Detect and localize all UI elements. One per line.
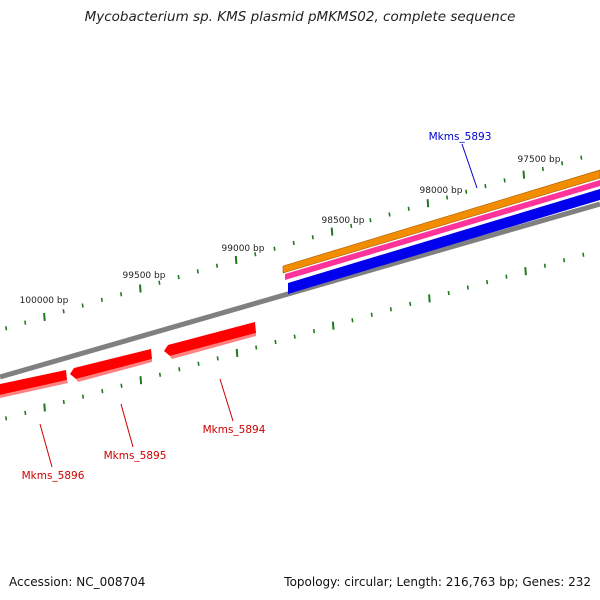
minor-tick <box>486 279 489 285</box>
scale-label: 98500 bp <box>322 216 365 226</box>
minor-tick <box>563 258 566 263</box>
minor-tick <box>388 212 391 217</box>
major-tick <box>522 170 526 179</box>
minor-tick <box>582 252 585 257</box>
minor-tick <box>197 361 200 366</box>
major-tick <box>524 267 527 276</box>
minor-tick <box>350 223 353 229</box>
minor-tick <box>81 394 85 399</box>
minor-tick <box>120 383 123 388</box>
label-leader-line <box>461 143 478 189</box>
minor-tick <box>158 372 162 377</box>
minor-tick <box>541 166 544 172</box>
gene-label-mkms-5893[interactable]: Mkms_5893 <box>429 131 492 143</box>
label-leader-line <box>39 423 53 468</box>
minor-tick <box>101 388 104 394</box>
minor-tick <box>505 274 508 279</box>
gene-arrow-shade <box>170 333 256 359</box>
major-tick <box>43 403 46 412</box>
major-tick <box>234 255 238 265</box>
minor-tick <box>311 235 314 240</box>
scale-label: 100000 bp <box>20 296 69 306</box>
minor-tick <box>312 328 316 334</box>
gene-arrow-shade <box>0 380 68 398</box>
minor-tick <box>370 312 373 317</box>
minor-tick <box>543 263 546 268</box>
minor-tick <box>447 290 450 296</box>
minor-tick <box>466 285 469 290</box>
minor-tick <box>369 218 372 223</box>
minor-tick <box>177 274 180 280</box>
minor-tick <box>24 410 27 416</box>
minor-tick <box>62 399 65 405</box>
minor-tick <box>274 339 277 345</box>
gene-mkms-5895[interactable] <box>70 349 152 382</box>
minor-tick <box>215 263 219 268</box>
minor-tick <box>351 318 354 323</box>
minor-tick <box>407 206 410 211</box>
scale-ticks <box>5 155 585 421</box>
minor-tick <box>255 345 258 350</box>
major-tick <box>426 199 430 208</box>
minor-tick <box>24 320 27 325</box>
minor-tick <box>178 367 181 372</box>
track-pink <box>285 180 600 280</box>
label-leader-line <box>219 378 234 422</box>
minor-tick <box>196 269 199 274</box>
gene-arrow[interactable] <box>164 322 256 356</box>
major-tick <box>139 284 142 293</box>
minor-tick <box>503 178 506 183</box>
gene-label-mkms-5894[interactable]: Mkms_5894 <box>203 424 266 436</box>
minor-tick <box>273 246 276 251</box>
minor-tick <box>292 240 295 246</box>
gene-mkms-5894[interactable] <box>164 322 256 359</box>
minor-tick <box>100 297 103 303</box>
minor-tick <box>254 252 257 257</box>
major-tick <box>139 376 143 385</box>
gene-label-mkms-5895[interactable]: Mkms_5895 <box>104 450 167 462</box>
gene-mkms-5896[interactable] <box>0 370 68 398</box>
minor-tick <box>580 155 583 160</box>
gene-label-mkms-5896[interactable]: Mkms_5896 <box>22 470 85 482</box>
minor-tick <box>446 195 449 200</box>
major-tick <box>428 294 431 303</box>
scale-label: 97500 bp <box>518 155 561 165</box>
gene-arrow[interactable] <box>0 370 67 395</box>
gene-arrow[interactable] <box>70 349 152 379</box>
track-orange <box>282 169 600 274</box>
major-tick <box>331 321 335 330</box>
track-blue <box>288 189 600 294</box>
minor-tick <box>465 189 468 194</box>
map-title: Mycobacterium sp. KMS plasmid pMKMS02, c… <box>84 9 516 25</box>
accession-text: Accession: NC_008704 <box>9 575 146 589</box>
minor-tick <box>158 280 161 285</box>
minor-tick <box>5 326 8 331</box>
scale-label: 99500 bp <box>123 271 166 281</box>
major-tick <box>235 348 239 357</box>
label-leader-line <box>120 403 134 448</box>
minor-tick <box>216 356 219 361</box>
plasmid-backbone <box>0 201 600 380</box>
minor-tick <box>484 183 487 189</box>
minor-tick <box>120 292 123 297</box>
minor-tick <box>561 161 564 166</box>
major-tick <box>43 312 46 321</box>
minor-tick <box>293 334 296 339</box>
scale-label: 98000 bp <box>420 186 463 196</box>
minor-tick <box>62 309 65 314</box>
summary-text: Topology: circular; Length: 216,763 bp; … <box>284 575 591 589</box>
major-tick <box>330 227 334 236</box>
minor-tick <box>409 301 412 307</box>
minor-tick <box>81 303 84 308</box>
scale-label: 99000 bp <box>222 244 265 254</box>
minor-tick <box>5 416 8 421</box>
gene-arrow-shade <box>76 359 152 382</box>
minor-tick <box>389 307 392 312</box>
